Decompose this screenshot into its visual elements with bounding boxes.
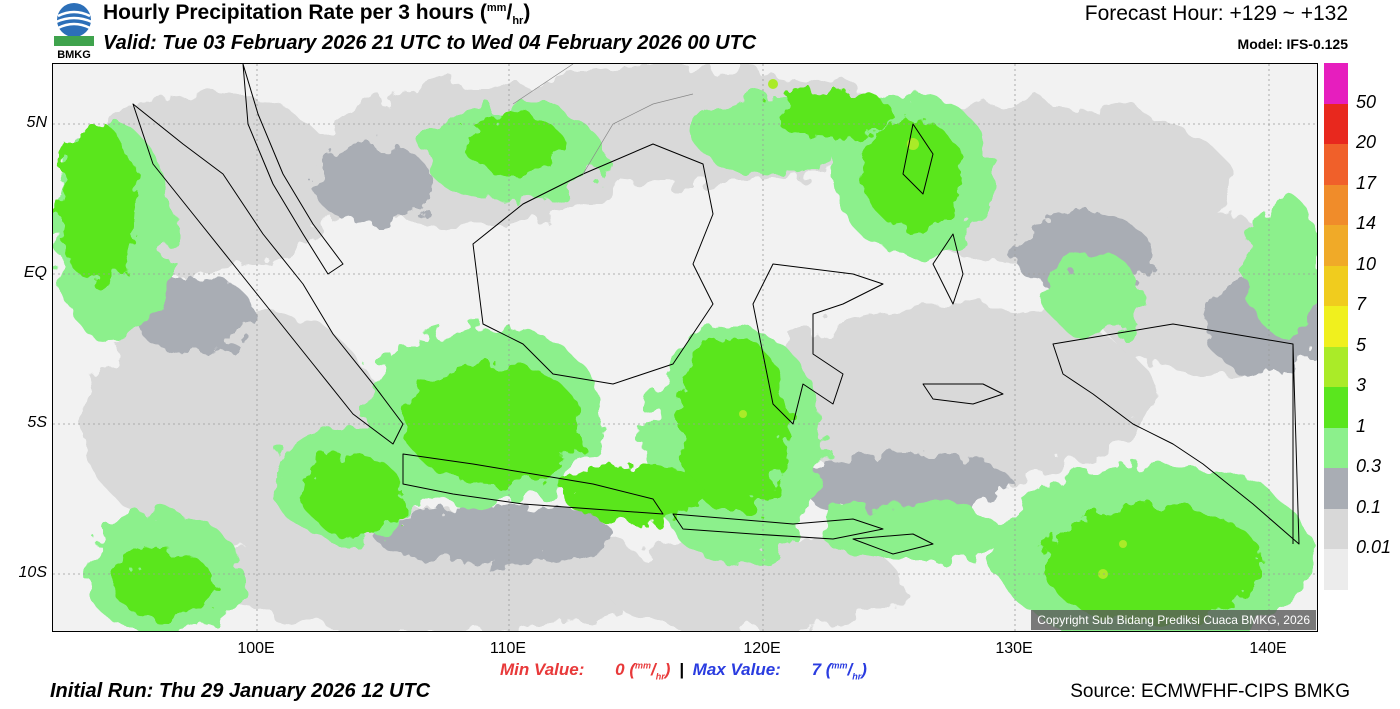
forecast-hour: Forecast Hour: +129 ~ +132 xyxy=(1084,2,1348,25)
initial-run: Initial Run: Thu 29 January 2026 12 UTC xyxy=(50,680,431,702)
bmkg-logo: BMKG xyxy=(50,2,98,61)
legend-tick-label: 5 xyxy=(1356,334,1367,355)
lat-label-5n: 5N xyxy=(26,114,47,131)
legend-swatch xyxy=(1324,346,1348,388)
title-text: Hourly Precipitation Rate per 3 hours ( xyxy=(103,1,487,24)
legend-tick-label: 20 xyxy=(1356,132,1377,153)
legend-swatch xyxy=(1324,265,1348,307)
legend-tick-label: 14 xyxy=(1356,213,1377,234)
legend-tick-label: 10 xyxy=(1356,253,1377,274)
legend-tick-label: 0.3 xyxy=(1356,456,1382,477)
legend-swatch xyxy=(1324,225,1348,267)
legend-swatch xyxy=(1324,508,1348,550)
legend-tick-label: 0.01 xyxy=(1356,537,1392,558)
max-label: Max Value: xyxy=(692,660,781,679)
legend-swatch xyxy=(1324,306,1348,348)
min-max-values: Min Value: 0 (mm/hr) | Max Value: 7 (mm/… xyxy=(500,660,867,681)
lon-label-120e: 120E xyxy=(743,640,781,657)
lon-label-110e: 110E xyxy=(489,640,527,657)
legend-tick-label: 17 xyxy=(1356,172,1377,193)
legend-tick-label: 3 xyxy=(1356,375,1367,396)
legend-tick-label: 1 xyxy=(1356,415,1367,436)
max-value: 7 xyxy=(811,660,822,679)
lat-label-5s: 5S xyxy=(27,414,47,431)
legend-swatch xyxy=(1324,468,1348,510)
logo-text: BMKG xyxy=(57,49,91,60)
data-source: Source: ECMWFHF-CIPS BMKG xyxy=(1070,681,1350,702)
legend-swatch xyxy=(1324,387,1348,429)
legend-swatch xyxy=(1324,549,1348,591)
copyright-notice: Copyright Sub Bidang Prediksi Cuaca BMKG… xyxy=(1031,610,1316,630)
min-label: Min Value: xyxy=(500,660,585,679)
legend-colorbar xyxy=(1324,63,1348,591)
lat-label-10s: 10S xyxy=(18,564,47,581)
precipitation-map xyxy=(52,63,1318,632)
lon-label-140e: 140E xyxy=(1249,640,1287,657)
legend-swatch xyxy=(1324,427,1348,469)
max-unit: (mm/hr) xyxy=(825,660,867,682)
title-close: ) xyxy=(523,1,531,24)
lon-label-130e: 130E xyxy=(995,640,1033,657)
legend-swatch xyxy=(1324,103,1348,145)
lat-label-eq: EQ xyxy=(23,264,47,281)
legend-tick-label: 0.1 xyxy=(1356,496,1382,517)
model-name: Model: IFS-0.125 xyxy=(1237,36,1348,52)
min-max-separator: | xyxy=(679,660,684,679)
valid-period: Valid: Tue 03 February 2026 21 UTC to We… xyxy=(103,32,757,54)
title-unit-num: mm xyxy=(486,2,507,14)
legend-swatch xyxy=(1324,63,1348,105)
title-unit-den: hr xyxy=(512,15,524,28)
legend-tick-label: 50 xyxy=(1356,91,1377,112)
legend-swatch xyxy=(1324,144,1348,186)
chart-title: Hourly Precipitation Rate per 3 hours (m… xyxy=(103,1,531,28)
lon-label-100e: 100E xyxy=(237,640,275,657)
min-value: 0 xyxy=(615,660,625,679)
legend-tick-label: 7 xyxy=(1356,294,1367,315)
legend-swatch xyxy=(1324,184,1348,226)
min-unit: (mm/hr) xyxy=(629,660,671,682)
